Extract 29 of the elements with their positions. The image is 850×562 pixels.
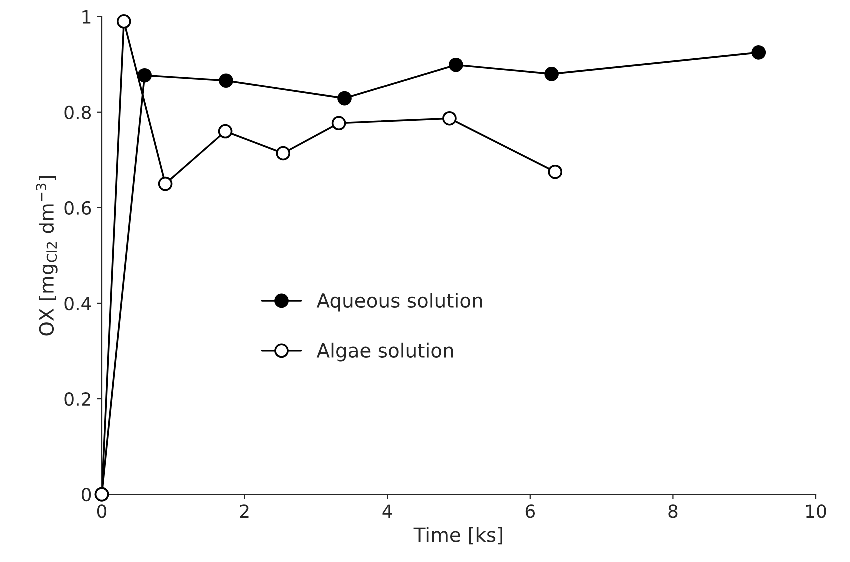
y-tick-label: 0.2 xyxy=(64,392,90,406)
x-tick-label: 0 xyxy=(97,504,107,518)
y-tick-label: 1 xyxy=(82,10,91,24)
point xyxy=(276,146,291,161)
y-tick-label: 0 xyxy=(82,488,92,502)
y-axis-title: OX [mg$_{Cl2}$ dm$^{−3}$] xyxy=(36,176,58,336)
point xyxy=(332,116,346,131)
y-tick-label: 0.8 xyxy=(64,106,92,120)
x-tick-label: 8 xyxy=(668,504,678,518)
x-tick-label: 4 xyxy=(382,504,392,518)
point xyxy=(158,176,173,192)
legend-label: Algae solution xyxy=(316,342,454,362)
point xyxy=(752,46,766,60)
point xyxy=(138,68,152,83)
x-tick-label: 10 xyxy=(806,504,826,518)
point xyxy=(219,74,234,88)
x-tick-label: 2 xyxy=(240,504,249,518)
point xyxy=(544,67,559,82)
point xyxy=(548,164,563,180)
x-axis-title: Time [ks] xyxy=(414,527,502,545)
point xyxy=(218,124,233,139)
y-tick-label: 0.6 xyxy=(64,201,92,216)
y-tick-label: 0.4 xyxy=(64,296,92,311)
point xyxy=(338,91,352,106)
x-tick-label: 6 xyxy=(526,504,536,518)
point xyxy=(448,58,464,72)
legend-label: Aqueous solution xyxy=(316,292,482,312)
point xyxy=(442,111,457,126)
point xyxy=(116,14,132,29)
